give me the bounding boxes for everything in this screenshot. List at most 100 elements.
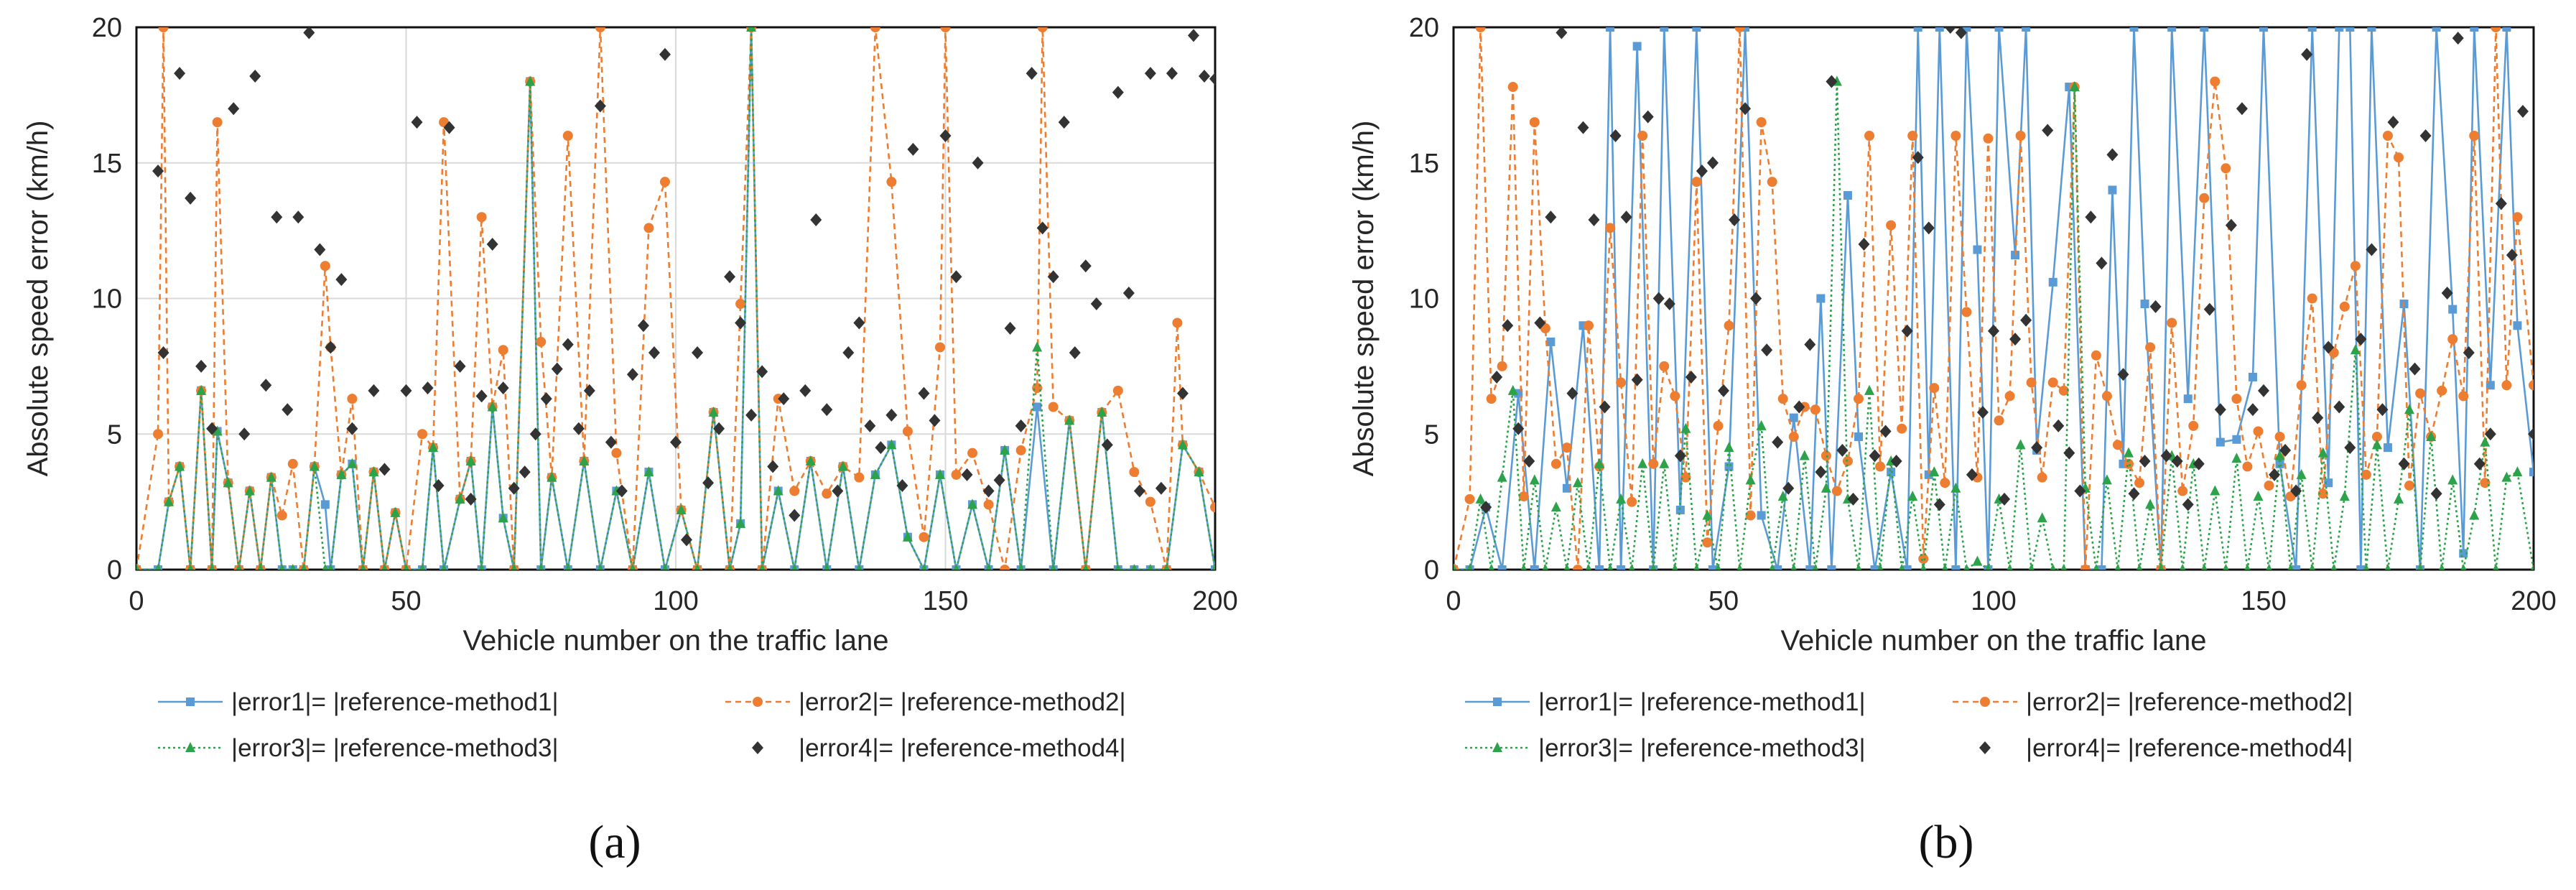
data-point-2-32 [1788, 432, 1799, 442]
data-point-4-43 [1933, 498, 1945, 511]
data-point-4-59 [810, 213, 822, 227]
data-point-2-79 [1145, 496, 1156, 507]
data-point-3-5 [1497, 471, 1507, 482]
data-point-4-24 [432, 478, 445, 492]
series-line-2 [1454, 27, 2534, 570]
data-point-2-42 [1897, 423, 1907, 434]
legend-item-4: |error4|= |reference-method4| [1979, 734, 2353, 762]
data-point-3-54 [791, 564, 798, 570]
data-point-3-3 [1475, 493, 1486, 504]
data-point-1-25 [1816, 294, 1826, 303]
data-point-3-38 [547, 471, 557, 482]
data-point-4-14 [1620, 210, 1632, 224]
data-point-3-59 [870, 468, 880, 479]
data-point-3-70 [1050, 564, 1056, 570]
data-point-3-71 [2210, 485, 2221, 496]
data-point-1-70 [2432, 27, 2441, 32]
data-point-2-69 [2188, 420, 2199, 431]
data-point-2-67 [967, 448, 978, 458]
data-point-2-28 [417, 429, 428, 440]
data-point-4-85 [1090, 297, 1102, 311]
data-point-3-86 [2371, 439, 2382, 450]
data-point-2-64 [2134, 478, 2145, 488]
data-point-1-69 [1033, 402, 1042, 412]
y-tick-label: 20 [1409, 13, 1439, 43]
y-axis-title: Absolute speed error (km/h) [22, 121, 54, 477]
data-point-3-17 [309, 460, 320, 471]
data-point-1-67 [2383, 443, 2392, 453]
data-point-3-21 [347, 458, 358, 468]
data-point-4-46 [670, 435, 682, 449]
data-point-2-62 [2112, 440, 2123, 450]
data-point-2-4 [1486, 394, 1497, 404]
data-point-4-66 [2182, 498, 2194, 511]
x-tick-label: 200 [1192, 586, 1237, 616]
data-point-3-43 [629, 564, 636, 570]
data-point-4-75 [2279, 443, 2292, 457]
data-point-4-83 [1069, 346, 1081, 359]
data-point-4-28 [475, 389, 488, 403]
data-point-2-41 [1886, 220, 1897, 231]
series-layer [136, 27, 1215, 570]
data-point-3-56 [824, 564, 830, 570]
data-point-3-11 [1563, 564, 1570, 570]
x-axis-title: Vehicle number on the traffic lane [1781, 625, 2207, 657]
data-point-4-84 [2376, 403, 2389, 417]
data-point-1-39 [1994, 27, 2004, 32]
data-point-1-31 [1902, 565, 1912, 570]
data-point-2-72 [1037, 27, 1048, 32]
data-point-3-61 [2101, 474, 2112, 485]
y-tick-label: 20 [92, 13, 122, 43]
data-point-3-26 [403, 564, 409, 570]
x-tick-label: 0 [1446, 586, 1461, 616]
data-point-3-22 [360, 564, 366, 570]
data-point-2-59 [2080, 565, 2091, 570]
data-point-2-78 [1129, 467, 1140, 478]
data-point-2-35 [498, 345, 508, 356]
data-point-3-4 [175, 460, 185, 471]
data-point-4-42 [1922, 221, 1935, 235]
data-point-4-57 [789, 509, 801, 522]
legend-item-3: |error3|= |reference-method3| [1465, 734, 1866, 762]
data-point-2-68 [983, 499, 994, 510]
data-point-4-94 [1187, 29, 1199, 42]
data-point-3-96 [2480, 436, 2491, 447]
data-point-1-7 [1546, 337, 1556, 346]
data-point-3-1 [1454, 564, 1456, 570]
data-point-4-70 [929, 414, 941, 427]
x-tick-label: 200 [2511, 586, 2556, 616]
data-point-3-76 [1147, 564, 1153, 570]
data-point-3-74 [2244, 564, 2251, 570]
data-point-4-60 [821, 403, 833, 417]
data-point-4-40 [605, 435, 617, 449]
data-point-1-77 [2529, 468, 2534, 477]
data-point-2-10 [1550, 458, 1561, 469]
data-point-3-62 [921, 564, 927, 570]
data-point-2-84 [2350, 261, 2361, 272]
data-point-3-95 [2469, 509, 2480, 520]
data-point-3-54 [2028, 564, 2035, 570]
data-point-4-19 [1674, 449, 1686, 463]
data-point-4-90 [2441, 286, 2453, 300]
data-point-3-97 [2493, 564, 2499, 570]
data-point-3-29 [1756, 419, 1767, 430]
data-point-3-39 [1864, 384, 1875, 395]
y-tick-label: 5 [107, 419, 122, 450]
data-point-2-24 [1702, 537, 1713, 548]
data-point-4-17 [335, 273, 348, 287]
data-point-2-52 [2004, 391, 2015, 402]
data-point-3-45 [1929, 466, 1940, 477]
data-point-2-45 [1929, 383, 1940, 394]
data-point-4-26 [454, 359, 466, 373]
data-point-3-87 [2384, 564, 2391, 570]
data-point-3-80 [1212, 564, 1215, 570]
data-point-1-28 [1854, 432, 1863, 442]
data-point-3-2 [1466, 564, 1473, 570]
series-4 [152, 27, 1215, 547]
data-point-4-62 [2139, 455, 2151, 468]
data-point-4-67 [896, 478, 908, 492]
data-point-4-68 [2203, 302, 2215, 316]
data-point-1-65 [2356, 565, 2366, 570]
data-point-2-15 [1605, 223, 1616, 233]
data-point-3-3 [164, 496, 175, 506]
